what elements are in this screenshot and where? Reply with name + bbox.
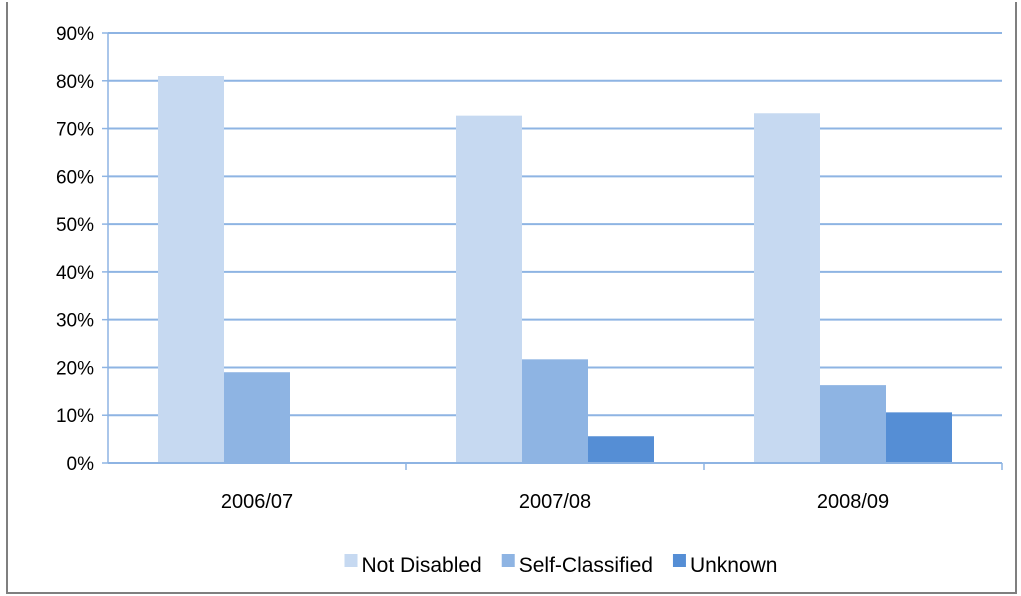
x-tick-label: 2008/09 [817, 491, 889, 513]
legend: Not Disabled Self-Classified Unknown [344, 554, 778, 577]
legend-label: Not Disabled [361, 554, 481, 577]
legend-swatch [501, 554, 515, 567]
y-tick-label: 30% [56, 311, 94, 332]
x-tick-label: 2006/07 [221, 491, 293, 513]
legend-label: Self-Classified [519, 554, 653, 577]
bar [522, 359, 588, 463]
bar [158, 76, 224, 463]
legend-swatch [672, 554, 686, 567]
y-tick-label: 40% [56, 263, 94, 284]
bar [588, 436, 654, 463]
y-tick-label: 80% [56, 72, 94, 93]
legend-swatch [344, 554, 358, 567]
x-tick-label: 2007/08 [519, 491, 591, 513]
y-tick-label: 0% [67, 454, 95, 475]
y-tick-label: 70% [56, 120, 94, 141]
axes [102, 32, 1003, 470]
bar [820, 385, 886, 463]
bar [886, 412, 952, 463]
legend-label: Unknown [690, 554, 778, 577]
y-tick-label: 10% [56, 406, 94, 427]
x-tick-labels: 2006/07 2007/08 2008/09 [221, 491, 889, 513]
bar [456, 115, 522, 464]
bars [158, 76, 952, 464]
y-tick-label: 20% [56, 358, 94, 379]
y-tick-labels: 0% 10% 20% 30% 40% 50% 60% 70% 80% 90% [56, 24, 94, 475]
y-tick-label: 90% [56, 24, 94, 45]
bar [754, 113, 820, 464]
y-tick-label: 50% [56, 215, 94, 236]
gridlines [108, 32, 1002, 417]
y-tick-label: 60% [56, 167, 94, 188]
bar [224, 372, 290, 463]
